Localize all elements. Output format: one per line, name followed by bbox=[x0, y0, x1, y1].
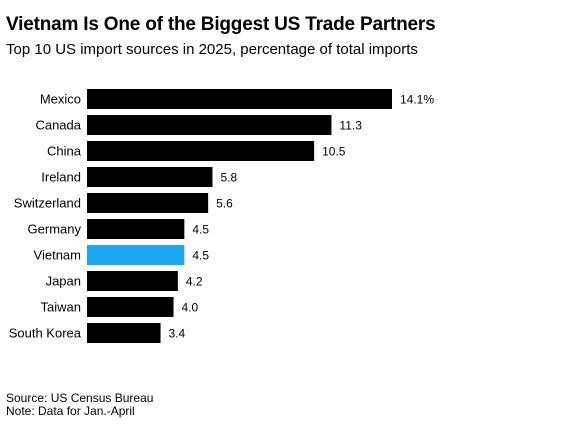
value-label-vietnam: 4.5 bbox=[192, 249, 209, 263]
chart-subtitle: Top 10 US import sources in 2025, percen… bbox=[6, 41, 418, 58]
value-label-taiwan: 4.0 bbox=[182, 301, 199, 315]
bar-switzerland bbox=[87, 193, 209, 213]
category-label-japan: Japan bbox=[46, 274, 81, 289]
bar-ireland bbox=[87, 167, 213, 187]
bar-south-korea bbox=[87, 323, 161, 343]
value-label-germany: 4.5 bbox=[192, 223, 209, 237]
value-label-mexico: 14.1% bbox=[400, 93, 434, 107]
category-label-germany: Germany bbox=[28, 222, 82, 237]
bars bbox=[87, 89, 392, 343]
value-labels: 14.1% 11.3 10.5 5.8 5.6 4.5 4.5 4.2 4.0 3.4 bbox=[169, 93, 435, 341]
category-label-taiwan: Taiwan bbox=[41, 300, 81, 315]
chart-title: Vietnam Is One of the Biggest US Trade P… bbox=[6, 14, 436, 35]
bar-japan bbox=[87, 271, 178, 291]
source-note: Source: US Census Bureau bbox=[6, 391, 154, 405]
category-label-south-korea: South Korea bbox=[9, 326, 82, 341]
bar-mexico bbox=[87, 89, 392, 109]
category-label-china: China bbox=[47, 144, 82, 159]
category-label-switzerland: Switzerland bbox=[14, 196, 81, 211]
bar-china bbox=[87, 141, 315, 161]
bar-canada bbox=[87, 115, 332, 135]
category-label-ireland: Ireland bbox=[41, 170, 81, 185]
bar-taiwan bbox=[87, 297, 174, 317]
value-label-china: 10.5 bbox=[322, 145, 346, 159]
value-label-ireland: 5.8 bbox=[220, 171, 237, 185]
value-label-switzerland: 5.6 bbox=[216, 197, 233, 211]
value-label-south-korea: 3.4 bbox=[169, 327, 186, 341]
category-label-vietnam: Vietnam bbox=[34, 248, 81, 263]
data-note: Note: Data for Jan.-April bbox=[6, 404, 135, 418]
bar-germany bbox=[87, 219, 185, 239]
category-labels: Mexico Canada China Ireland Switzerland Germa… bbox=[9, 92, 82, 341]
bar-vietnam bbox=[87, 245, 185, 265]
category-label-mexico: Mexico bbox=[40, 92, 81, 107]
category-label-canada: Canada bbox=[35, 118, 81, 133]
value-label-canada: 11.3 bbox=[339, 119, 362, 133]
value-label-japan: 4.2 bbox=[186, 275, 203, 289]
